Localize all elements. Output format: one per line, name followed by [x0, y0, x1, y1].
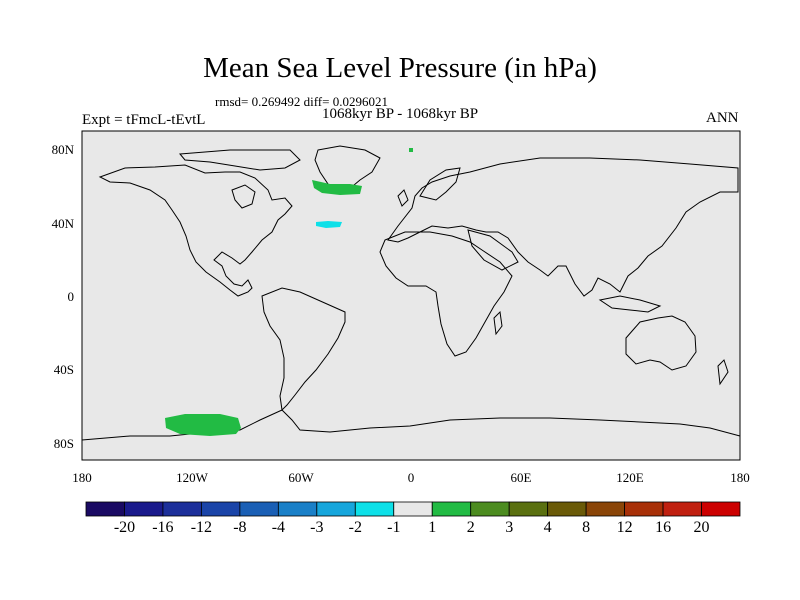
colorbar-cell: [124, 501, 164, 517]
positive-anomaly-north-atlantic: [312, 180, 362, 195]
anomaly-regions: [165, 148, 413, 436]
colorbar-label: -16: [152, 519, 174, 536]
colorbar-cell: [85, 501, 125, 517]
colorbar-cell: [662, 501, 702, 517]
lon-label-60e: 60E: [510, 470, 532, 485]
negative-anomaly-atlantic: [316, 221, 342, 228]
lon-label-180e: 180: [730, 470, 750, 485]
lat-label-40s: 40S: [53, 362, 74, 377]
colorbar-label: -8: [233, 519, 247, 536]
lat-label-0: 0: [67, 289, 75, 304]
colorbar-label: -3: [310, 519, 324, 536]
colorbar-cell: [354, 501, 395, 517]
period-text: 1068kyr BP - 1068kyr BP: [322, 106, 479, 122]
colorbar-cell: [277, 501, 318, 517]
lat-label-80n: 80N: [51, 142, 74, 157]
colorbar-cell: [508, 501, 549, 517]
colorbar-label: -12: [190, 519, 213, 536]
lon-label-0: 0: [407, 470, 415, 485]
colorbar-label: 1: [428, 519, 437, 536]
colorbar-label: -4: [271, 519, 286, 536]
colorbar-cell: [393, 501, 433, 517]
colorbar: [85, 501, 741, 517]
lat-label-40n: 40N: [51, 216, 74, 231]
map-area: [81, 130, 741, 461]
colorbar-label: 3: [505, 519, 514, 536]
colorbar-cell: [239, 501, 279, 517]
colorbar-cell: [162, 501, 202, 517]
lon-label-60w: 60W: [288, 470, 314, 485]
positive-anomaly-arctic: [409, 148, 413, 152]
colorbar-label: -1: [387, 519, 401, 536]
map-title: Mean Sea Level Pressure (in hPa): [203, 52, 597, 84]
colorbar-cell: [316, 501, 356, 517]
colorbar-cell: [585, 501, 625, 517]
colorbar-label: 16: [655, 519, 672, 536]
colorbar-label: 4: [543, 519, 552, 536]
colorbar-label: -20: [113, 519, 136, 536]
colorbar-cell: [431, 501, 472, 517]
lat-label-80s: 80S: [53, 436, 74, 451]
lon-label-120e: 120E: [616, 470, 644, 485]
coastlines: [81, 145, 741, 441]
colorbar-label: 12: [616, 519, 633, 536]
colorbar-label: 8: [582, 519, 591, 536]
colorbar-cell: [201, 501, 241, 517]
colorbar-cell: [547, 501, 587, 517]
colorbar-cell: [470, 501, 510, 517]
colorbar-cell: [624, 501, 664, 517]
colorbar-cell: [701, 501, 741, 517]
season-label: ANN: [706, 110, 739, 126]
stats-text: rmsd= 0.269492 diff= 0.0296021: [215, 94, 388, 109]
lon-label-180w: 180: [72, 470, 92, 485]
experiment-label: Expt = tFmcL-tEvtL: [82, 112, 206, 128]
positive-anomaly-southern-ocean: [165, 414, 241, 436]
colorbar-label: -2: [348, 519, 362, 536]
colorbar-label: 20: [693, 519, 710, 536]
lon-label-120w: 120W: [176, 470, 208, 485]
colorbar-label: 2: [466, 519, 475, 536]
